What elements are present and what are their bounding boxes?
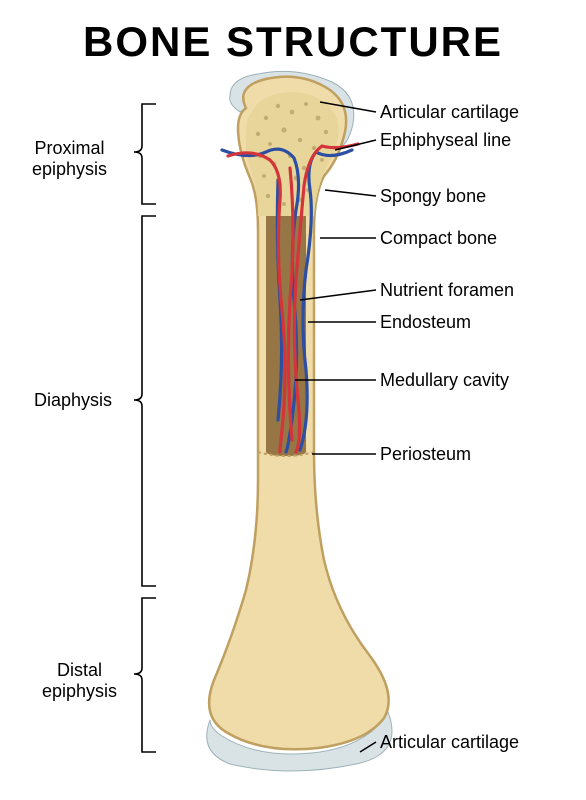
label-spongy: Spongy bone xyxy=(380,186,486,207)
label-proximal: Proximal epiphysis xyxy=(32,138,107,180)
label-endosteum: Endosteum xyxy=(380,312,471,333)
label-text: Distal xyxy=(57,660,102,680)
label-diaphysis: Diaphysis xyxy=(34,390,112,411)
label-medullary: Medullary cavity xyxy=(380,370,509,391)
label-compact: Compact bone xyxy=(380,228,497,249)
label-text: Proximal xyxy=(35,138,105,158)
label-distal: Distal epiphysis xyxy=(42,660,117,702)
label-articular-top: Articular cartilage xyxy=(380,102,519,123)
label-text: epiphysis xyxy=(32,159,107,179)
label-articular-bottom: Articular cartilage xyxy=(380,732,519,753)
label-text: Diaphysis xyxy=(34,390,112,410)
label-periosteum: Periosteum xyxy=(380,444,471,465)
left-brackets xyxy=(134,104,156,752)
label-epiphyseal: Ephiphyseal line xyxy=(380,130,511,151)
label-nutrient: Nutrient foramen xyxy=(380,280,514,301)
label-text: epiphysis xyxy=(42,681,117,701)
